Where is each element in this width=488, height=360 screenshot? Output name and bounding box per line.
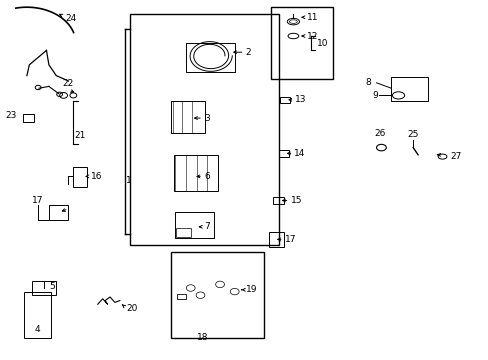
Bar — [171, 101, 205, 133]
Bar — [185, 43, 234, 72]
Bar — [390, 77, 427, 101]
Text: 9: 9 — [371, 91, 377, 100]
Bar — [173, 155, 217, 191]
Text: 12: 12 — [306, 32, 317, 41]
Text: 25: 25 — [407, 130, 418, 139]
Bar — [175, 212, 214, 238]
Text: 3: 3 — [203, 114, 209, 122]
Bar — [32, 281, 56, 295]
Bar — [177, 294, 185, 299]
Text: 19: 19 — [245, 285, 257, 294]
Bar — [271, 7, 332, 79]
Text: 24: 24 — [65, 14, 76, 23]
Text: 16: 16 — [91, 172, 103, 181]
Bar — [278, 150, 289, 157]
Text: 4: 4 — [35, 325, 41, 334]
Text: 13: 13 — [295, 95, 306, 104]
Text: 21: 21 — [75, 131, 86, 140]
Bar — [24, 292, 51, 338]
Text: 5: 5 — [49, 282, 55, 291]
Text: 10: 10 — [316, 39, 328, 48]
Text: 14: 14 — [294, 149, 305, 158]
Text: 2: 2 — [245, 48, 251, 57]
Text: 15: 15 — [290, 196, 302, 205]
Text: 17: 17 — [284, 235, 296, 244]
Text: 27: 27 — [449, 152, 460, 161]
Text: 1: 1 — [126, 176, 132, 185]
Bar — [49, 205, 68, 220]
Bar — [272, 197, 283, 204]
Bar — [23, 114, 34, 122]
Text: 26: 26 — [374, 129, 386, 138]
Bar — [176, 228, 190, 237]
Bar — [268, 232, 283, 247]
Text: 17: 17 — [32, 196, 44, 205]
Bar — [171, 252, 264, 338]
Text: 6: 6 — [203, 172, 209, 181]
Text: 20: 20 — [126, 305, 137, 313]
Bar — [280, 97, 289, 103]
Text: 7: 7 — [203, 222, 209, 231]
Text: 23: 23 — [6, 111, 17, 120]
Bar — [73, 167, 87, 187]
Text: 8: 8 — [364, 78, 370, 87]
Text: 18: 18 — [197, 333, 208, 342]
Bar — [129, 14, 278, 245]
Text: 22: 22 — [62, 79, 74, 88]
Text: 11: 11 — [306, 13, 318, 22]
